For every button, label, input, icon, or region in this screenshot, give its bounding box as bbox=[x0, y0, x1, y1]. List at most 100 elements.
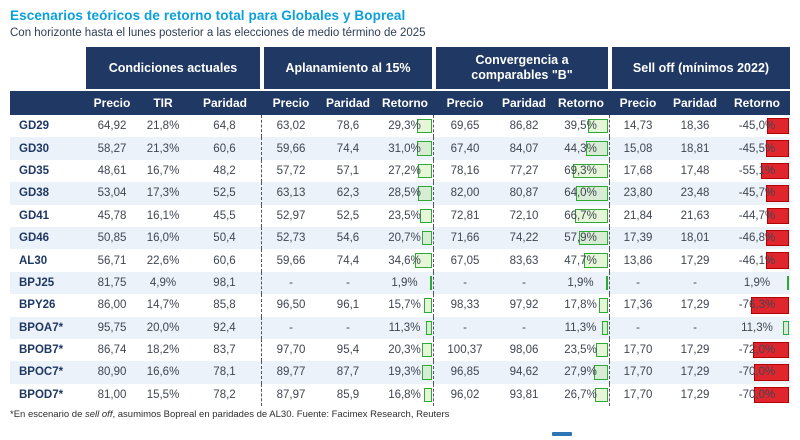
positive-return-bar bbox=[421, 342, 432, 358]
return-cell: -55,1% bbox=[724, 159, 790, 183]
value-cell: 98,1 bbox=[188, 271, 262, 295]
value-cell: 17,3% bbox=[138, 182, 188, 205]
negative-return-bar bbox=[765, 252, 789, 269]
col-header-precio-3: Precio bbox=[434, 91, 496, 115]
value-cell: 21,84 bbox=[610, 204, 666, 227]
value-cell: 93,81 bbox=[496, 383, 552, 407]
value-cell: 17,70 bbox=[610, 338, 666, 362]
return-cell: 16,8% bbox=[376, 383, 434, 407]
value-cell: 50,4 bbox=[188, 226, 262, 250]
positive-return-bar bbox=[416, 141, 432, 156]
value-cell: 16,7% bbox=[138, 159, 188, 183]
value-cell: 17,29 bbox=[666, 249, 724, 272]
value-cell: 63,13 bbox=[262, 182, 320, 205]
value-cell: 95,75 bbox=[86, 316, 138, 339]
return-cell: 31,0% bbox=[376, 137, 434, 160]
value-cell: 87,97 bbox=[262, 383, 320, 407]
return-cell: 23,5% bbox=[552, 338, 610, 362]
return-cell: 34,6% bbox=[376, 249, 434, 272]
value-cell: 14,7% bbox=[138, 294, 188, 317]
value-cell: 74,22 bbox=[496, 226, 552, 250]
return-cell: -44,7% bbox=[724, 204, 790, 227]
return-cell: -45,7% bbox=[724, 182, 790, 205]
positive-return-bar bbox=[783, 320, 789, 335]
value-cell: - bbox=[496, 271, 552, 295]
value-cell: 80,90 bbox=[86, 361, 138, 384]
return-cell: 17,8% bbox=[552, 294, 610, 317]
return-cell: -70,0% bbox=[724, 383, 790, 407]
return-cell: 27,2% bbox=[376, 159, 434, 183]
positive-return-bar bbox=[599, 298, 608, 313]
row-ticker-al30: AL30 bbox=[10, 249, 86, 272]
value-cell: 78,6 bbox=[320, 115, 376, 138]
value-cell: 85,9 bbox=[320, 383, 376, 407]
footnote-italic: sell off bbox=[85, 409, 113, 421]
corner-cell bbox=[10, 47, 86, 91]
col-header-retorno-3: Retorno bbox=[552, 91, 610, 115]
group-header-convergencia: Convergencia a comparables "B" bbox=[436, 47, 608, 89]
positive-return-bar bbox=[594, 387, 608, 403]
return-cell: 64,0% bbox=[552, 182, 610, 205]
value-cell: 21,3% bbox=[138, 137, 188, 160]
value-cell: 18,2% bbox=[138, 338, 188, 362]
col-header-paridad-4: Paridad bbox=[666, 91, 724, 115]
value-cell: - bbox=[434, 316, 496, 339]
positive-return-bar bbox=[417, 119, 432, 134]
value-cell: 4,9% bbox=[138, 271, 188, 295]
positive-return-bar bbox=[594, 365, 608, 380]
value-cell: 71,66 bbox=[434, 226, 496, 250]
value-cell: 97,70 bbox=[262, 338, 320, 362]
row-ticker-gd29: GD29 bbox=[10, 115, 86, 138]
negative-return-bar bbox=[753, 341, 789, 359]
value-cell: 52,73 bbox=[262, 226, 320, 250]
col-header-paridad-2: Paridad bbox=[320, 91, 376, 115]
value-cell: 14,73 bbox=[610, 115, 666, 138]
returns-table: Condiciones actuales Aplanamiento al 15%… bbox=[10, 47, 790, 407]
return-cell: 11,3% bbox=[724, 316, 790, 339]
value-cell: 20,0% bbox=[138, 316, 188, 339]
return-cell: 23,5% bbox=[376, 204, 434, 227]
value-cell: 96,85 bbox=[434, 361, 496, 384]
page-indicator-dash bbox=[552, 432, 572, 436]
footnote: *En escenario de sell off, asumimos Bopr… bbox=[10, 409, 790, 420]
value-cell: 63,02 bbox=[262, 115, 320, 138]
return-cell: 19,3% bbox=[376, 361, 434, 384]
footnote-suffix: , asumimos Bopreal en paridades de AL30.… bbox=[112, 409, 450, 421]
row-ticker-gd41: GD41 bbox=[10, 204, 86, 227]
value-cell: 82,00 bbox=[434, 182, 496, 205]
value-cell: 89,77 bbox=[262, 361, 320, 384]
row-ticker-bpob7: BPOB7* bbox=[10, 338, 86, 362]
value-cell: 92,4 bbox=[188, 316, 262, 339]
value-cell: 60,6 bbox=[188, 137, 262, 160]
value-cell: 74,4 bbox=[320, 137, 376, 160]
positive-return-bar bbox=[602, 320, 608, 335]
value-cell: 86,00 bbox=[86, 294, 138, 317]
group-header-aplanamiento: Aplanamiento al 15% bbox=[264, 47, 432, 89]
value-cell: 45,5 bbox=[188, 204, 262, 227]
positive-return-bar bbox=[422, 365, 432, 380]
positive-return-bar bbox=[585, 141, 608, 156]
return-cell: 11,3% bbox=[552, 316, 610, 339]
col-header-retorno-4: Retorno bbox=[724, 91, 790, 115]
value-cell: 54,6 bbox=[320, 226, 376, 250]
value-cell: 96,50 bbox=[262, 294, 320, 317]
value-cell: 97,92 bbox=[496, 294, 552, 317]
positive-return-bar bbox=[596, 342, 608, 358]
return-cell: 57,9% bbox=[552, 226, 610, 250]
value-cell: 17,29 bbox=[666, 361, 724, 384]
value-cell: 83,63 bbox=[496, 249, 552, 272]
col-header-paridad-3: Paridad bbox=[496, 91, 552, 115]
group-header-selloff: Sell off (mínimos 2022) bbox=[612, 47, 790, 89]
positive-return-bar bbox=[421, 230, 432, 246]
value-cell: 72,81 bbox=[434, 204, 496, 227]
value-cell: 74,4 bbox=[320, 249, 376, 272]
positive-return-bar bbox=[588, 119, 608, 134]
value-cell: 15,5% bbox=[138, 383, 188, 407]
value-cell: 98,33 bbox=[434, 294, 496, 317]
value-cell: 17,39 bbox=[610, 226, 666, 250]
return-cell: 20,3% bbox=[376, 338, 434, 362]
col-header-precio-1: Precio bbox=[86, 91, 138, 115]
value-cell: 86,82 bbox=[496, 115, 552, 138]
positive-return-bar bbox=[430, 275, 432, 291]
value-cell: 64,92 bbox=[86, 115, 138, 138]
